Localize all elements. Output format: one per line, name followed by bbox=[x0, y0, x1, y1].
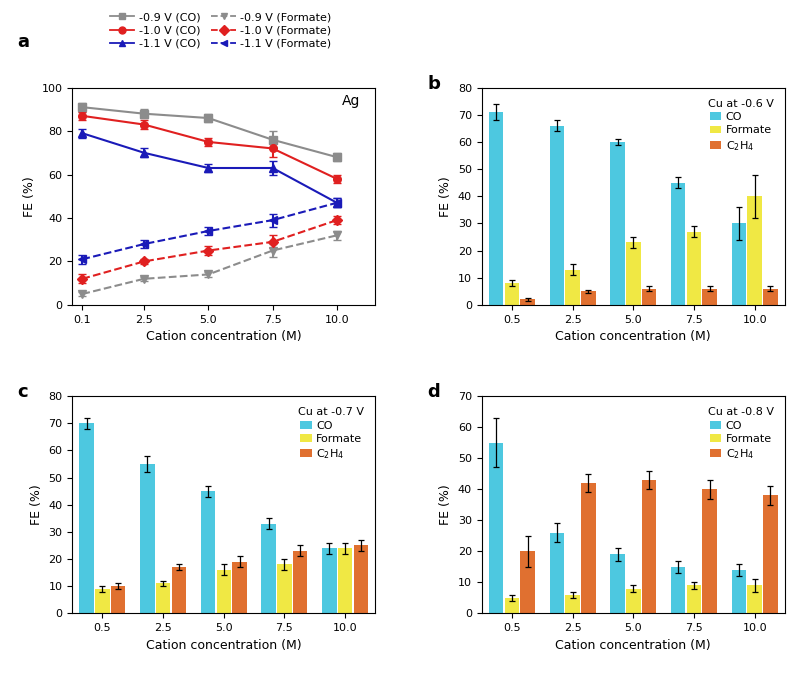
Y-axis label: FE (%): FE (%) bbox=[30, 485, 42, 525]
X-axis label: Cation concentration (M): Cation concentration (M) bbox=[555, 330, 711, 343]
X-axis label: Cation concentration (M): Cation concentration (M) bbox=[146, 330, 302, 343]
Bar bbox=[642, 480, 656, 613]
Bar bbox=[671, 183, 686, 305]
Text: a: a bbox=[18, 33, 30, 51]
Y-axis label: FE (%): FE (%) bbox=[439, 485, 453, 525]
Bar bbox=[353, 545, 368, 613]
Bar bbox=[521, 299, 535, 305]
Y-axis label: FE (%): FE (%) bbox=[22, 176, 36, 216]
Bar bbox=[111, 586, 126, 613]
Bar bbox=[201, 491, 215, 613]
Bar bbox=[626, 243, 641, 305]
Bar bbox=[489, 112, 504, 305]
Bar bbox=[686, 586, 701, 613]
Bar bbox=[171, 568, 186, 613]
X-axis label: Cation concentration (M): Cation concentration (M) bbox=[555, 639, 711, 652]
Bar bbox=[610, 555, 625, 613]
Bar bbox=[702, 288, 717, 305]
Y-axis label: FE (%): FE (%) bbox=[439, 176, 453, 216]
Legend: CO, Formate, C$_2$H$_4$: CO, Formate, C$_2$H$_4$ bbox=[702, 93, 779, 158]
Bar bbox=[277, 564, 292, 613]
Bar bbox=[549, 125, 564, 305]
Bar bbox=[626, 588, 641, 613]
Legend: CO, Formate, C$_2$H$_4$: CO, Formate, C$_2$H$_4$ bbox=[293, 402, 370, 466]
Bar bbox=[140, 464, 155, 613]
Bar bbox=[747, 586, 762, 613]
Bar bbox=[549, 532, 564, 613]
Bar bbox=[95, 589, 110, 613]
Bar bbox=[610, 142, 625, 305]
Bar bbox=[582, 291, 596, 305]
Legend: CO, Formate, C$_2$H$_4$: CO, Formate, C$_2$H$_4$ bbox=[702, 402, 779, 466]
Bar bbox=[505, 598, 519, 613]
X-axis label: Cation concentration (M): Cation concentration (M) bbox=[146, 639, 302, 652]
Bar bbox=[261, 524, 276, 613]
Legend: -0.9 V (CO), -1.0 V (CO), -1.1 V (CO), -0.9 V (Formate), -1.0 V (Formate), -1.1 : -0.9 V (CO), -1.0 V (CO), -1.1 V (CO), -… bbox=[110, 12, 332, 49]
Bar bbox=[566, 594, 580, 613]
Bar bbox=[763, 495, 778, 613]
Bar bbox=[731, 223, 746, 305]
Bar bbox=[671, 567, 686, 613]
Bar bbox=[232, 561, 247, 613]
Bar bbox=[505, 283, 519, 305]
Text: b: b bbox=[427, 75, 440, 92]
Bar bbox=[521, 551, 535, 613]
Bar bbox=[747, 196, 762, 305]
Bar bbox=[156, 584, 171, 613]
Bar bbox=[489, 443, 504, 613]
Bar bbox=[322, 548, 336, 613]
Bar bbox=[293, 551, 308, 613]
Bar bbox=[566, 270, 580, 305]
Bar bbox=[702, 489, 717, 613]
Text: Ag: Ag bbox=[342, 94, 360, 108]
Bar bbox=[731, 570, 746, 613]
Text: d: d bbox=[427, 383, 440, 401]
Text: c: c bbox=[18, 383, 28, 401]
Bar bbox=[79, 423, 94, 613]
Bar bbox=[216, 570, 231, 613]
Bar bbox=[763, 288, 778, 305]
Bar bbox=[686, 232, 701, 305]
Bar bbox=[338, 548, 352, 613]
Bar bbox=[582, 483, 596, 613]
Bar bbox=[642, 288, 656, 305]
